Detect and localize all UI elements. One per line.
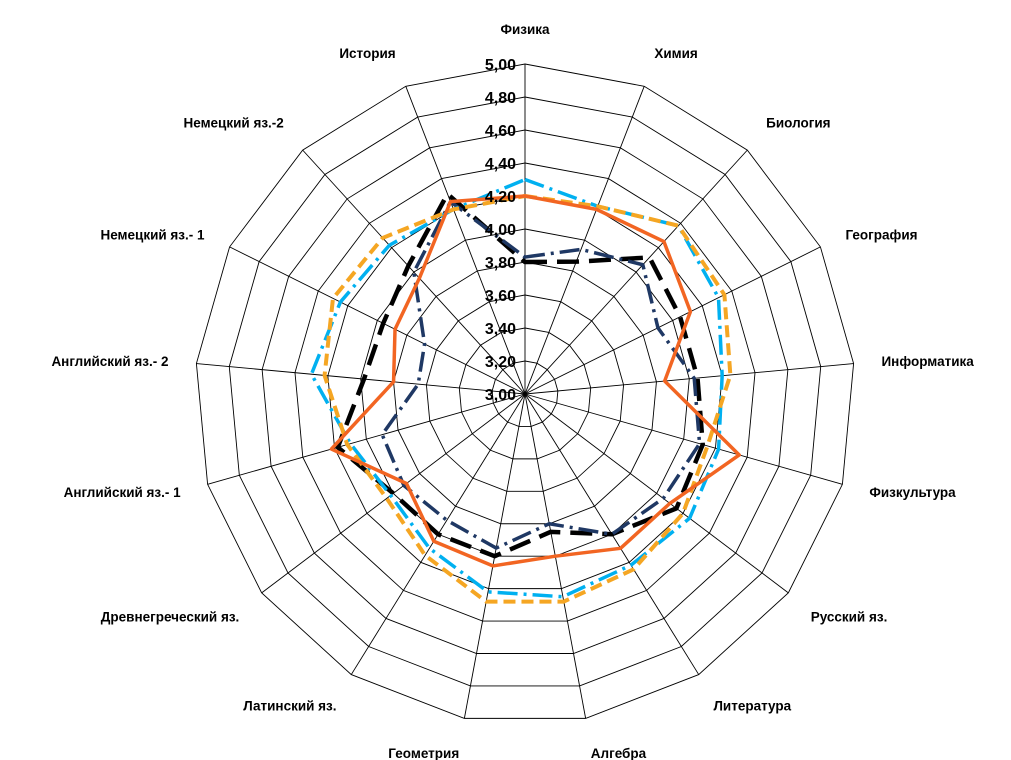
tick-label: 4,80 xyxy=(485,90,516,107)
grid-spoke xyxy=(524,246,821,395)
category-labels: Физика Химия Биология География Информатика Ф… xyxy=(51,22,974,760)
category-label: Латинский яз. xyxy=(243,698,336,713)
tick-label: 4,00 xyxy=(485,222,516,239)
grid-ring xyxy=(425,294,625,492)
category-label: Немецкий яз.- 1 xyxy=(100,227,205,242)
radar-grid xyxy=(195,63,855,719)
grid-ring xyxy=(228,96,822,687)
series-line-5 xyxy=(329,194,741,568)
category-label: Информатика xyxy=(881,354,974,369)
series-line-3 xyxy=(309,177,724,599)
tick-label: 4,60 xyxy=(485,123,516,140)
category-label: Литература xyxy=(713,698,791,713)
grid-spoke xyxy=(524,149,748,395)
grid-spoke xyxy=(302,149,526,395)
grid-spoke xyxy=(405,86,526,395)
category-label: Русский яз. xyxy=(811,610,888,625)
tick-label: 3,40 xyxy=(485,321,516,338)
tick-label: 4,20 xyxy=(485,189,516,206)
grid-ring xyxy=(327,195,723,590)
category-label: Физкультура xyxy=(869,485,956,500)
radar-series xyxy=(309,177,741,604)
category-label: Биология xyxy=(766,115,830,130)
category-label: Физика xyxy=(500,22,550,37)
grid-spoke xyxy=(229,246,526,395)
tick-label: 4,40 xyxy=(485,156,516,173)
category-label: История xyxy=(339,46,395,61)
category-label: Химия xyxy=(654,46,697,61)
category-label: География xyxy=(845,227,917,242)
category-label: Древнегреческий яз. xyxy=(101,610,240,625)
grid-ring xyxy=(261,129,789,654)
tick-label: 3,60 xyxy=(485,288,516,305)
tick-label: 3,00 xyxy=(485,387,516,404)
grid-spoke xyxy=(524,86,645,395)
grid-ring xyxy=(195,63,855,719)
grid-ring xyxy=(458,327,592,460)
category-label: Немецкий яз.-2 xyxy=(183,115,283,130)
category-label: Английский яз.- 2 xyxy=(51,354,168,369)
tick-label: 5,00 xyxy=(485,57,516,74)
grid-spoke xyxy=(196,363,526,395)
radial-tick-labels: 3,00 3,20 3,40 3,60 3,80 4,00 4,20 4,40 4,60 4,80… xyxy=(485,57,516,404)
category-label: Геометрия xyxy=(388,746,459,760)
tick-label: 3,20 xyxy=(485,354,516,371)
series-line-1 xyxy=(335,191,705,559)
grid-spoke xyxy=(207,393,526,485)
category-label: Алгебра xyxy=(591,746,647,760)
grid-spoke xyxy=(524,393,789,594)
grid-ring xyxy=(491,360,559,427)
grid-ring xyxy=(294,162,756,622)
grid-spoke xyxy=(524,393,843,485)
series-line-2 xyxy=(380,199,702,550)
grid-ring xyxy=(360,228,690,557)
grid-ring xyxy=(393,261,657,525)
grid-spoke xyxy=(524,363,854,395)
category-label: Английский яз.- 1 xyxy=(64,485,182,500)
tick-label: 3,80 xyxy=(485,255,516,272)
series-line-4 xyxy=(322,194,733,604)
grid-spoke xyxy=(261,393,526,594)
